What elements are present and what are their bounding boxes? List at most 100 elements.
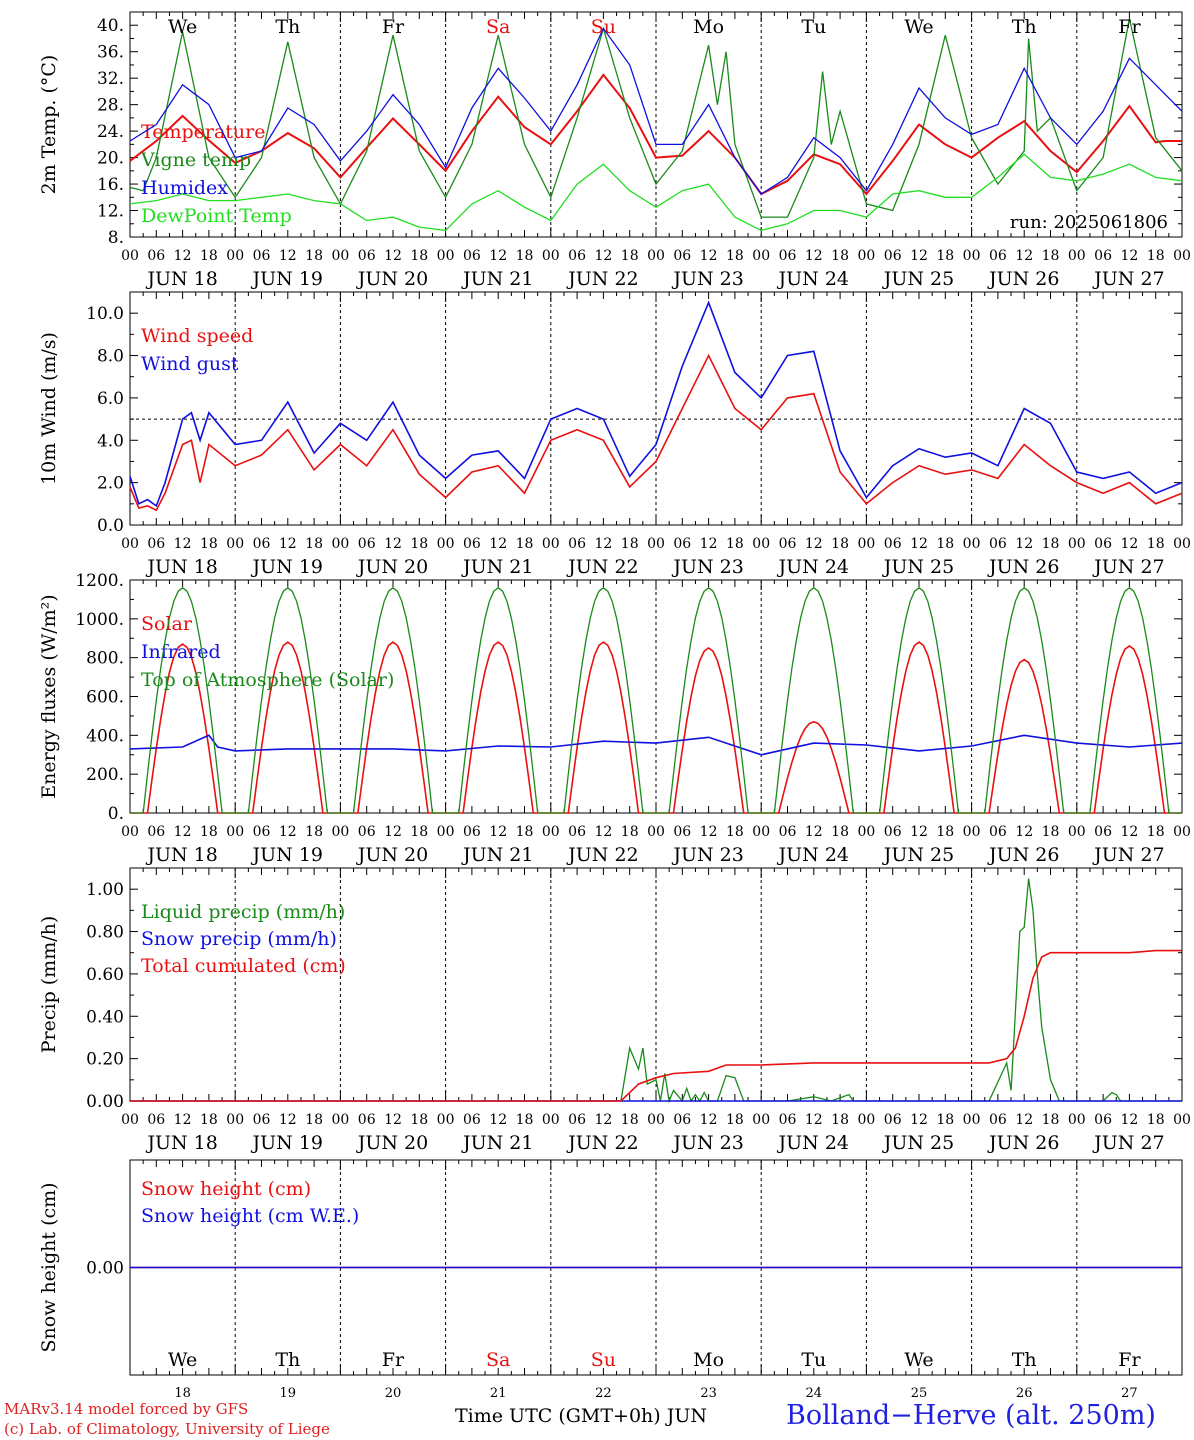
hour-label: 00 [437, 248, 455, 264]
hour-label: 18 [726, 824, 744, 840]
hour-label: 00 [331, 536, 349, 552]
hour-label: 06 [1094, 1112, 1112, 1128]
hour-label: 18 [936, 824, 954, 840]
y-tick-label: 6.0 [97, 389, 124, 409]
hour-label: 00 [121, 1112, 139, 1128]
date-label: JUN 19 [251, 844, 323, 866]
date-label: JUN 18 [145, 1132, 217, 1154]
date-label: JUN 20 [356, 556, 428, 578]
hour-label: 00 [542, 1112, 560, 1128]
hour-label: 18 [305, 824, 323, 840]
hour-label: 06 [1094, 824, 1112, 840]
hour-label: 12 [174, 248, 192, 264]
hour-label: 00 [437, 824, 455, 840]
date-label: JUN 25 [882, 556, 954, 578]
hour-label: 00 [1068, 1112, 1086, 1128]
date-label: JUN 22 [566, 268, 638, 290]
hour-label: 06 [358, 824, 376, 840]
hour-label: 06 [989, 824, 1007, 840]
date-label: JUN 25 [882, 268, 954, 290]
y-tick-label: 1000. [75, 610, 124, 630]
y-tick-label: 1.00 [86, 880, 124, 900]
date-label: JUN 18 [145, 268, 217, 290]
y-tick-label: 0.40 [86, 1007, 124, 1027]
day-name: Sa [486, 16, 510, 38]
legend-entry: Total cumulated (cm) [141, 955, 346, 977]
hour-label: 00 [963, 536, 981, 552]
day-number: 23 [700, 1386, 717, 1400]
day-name: Su [591, 1349, 616, 1371]
series-line-vigne-temp [129, 18, 1183, 218]
day-name: Th [1012, 1349, 1037, 1371]
hour-label: 12 [1015, 248, 1033, 264]
hour-label: 12 [805, 536, 823, 552]
hour-label: 12 [910, 824, 928, 840]
hour-label: 06 [1094, 536, 1112, 552]
series-line-temperature [129, 73, 1182, 196]
hour-label: 18 [1147, 1112, 1165, 1128]
hour-label: 18 [726, 1112, 744, 1128]
hour-label: 18 [726, 248, 744, 264]
y-tick-label: 0. [108, 804, 124, 824]
day-name: Mo [693, 1349, 724, 1371]
legend-entry: Top of Atmosphere (Solar) [141, 669, 394, 691]
day-number: 21 [490, 1386, 507, 1400]
y-tick-label: 0.00 [86, 1259, 124, 1279]
date-label: JUN 21 [461, 268, 533, 290]
hour-label: 18 [1147, 248, 1165, 264]
hour-label: 06 [253, 1112, 271, 1128]
hour-label: 06 [673, 248, 691, 264]
y-axis-label: Precip (mm/h) [38, 916, 60, 1054]
hour-label: 18 [200, 248, 218, 264]
y-tick-label: 1200. [75, 571, 124, 591]
date-label: JUN 27 [1092, 1132, 1164, 1154]
date-label: JUN 23 [671, 1132, 743, 1154]
series-line-total-cumulated-cm- [130, 949, 1182, 1102]
hour-label: 06 [673, 536, 691, 552]
hour-label: 18 [936, 536, 954, 552]
hour-label: 00 [647, 1112, 665, 1128]
hour-label: 06 [779, 248, 797, 264]
hour-label: 18 [1042, 536, 1060, 552]
y-tick-label: 36. [97, 43, 124, 63]
hour-label: 12 [384, 1112, 402, 1128]
hour-label: 12 [1015, 1112, 1033, 1128]
hour-label: 18 [831, 1112, 849, 1128]
date-label: JUN 23 [671, 844, 743, 866]
day-name: Su [591, 16, 616, 38]
date-label: JUN 26 [987, 268, 1059, 290]
date-label: JUN 26 [987, 1132, 1059, 1154]
hour-label: 18 [936, 1112, 954, 1128]
date-label: JUN 27 [1092, 844, 1164, 866]
y-tick-label: 12. [97, 202, 124, 222]
hour-label: 06 [884, 1112, 902, 1128]
hour-label: 12 [805, 248, 823, 264]
hour-label: 00 [542, 248, 560, 264]
date-label: JUN 22 [566, 1132, 638, 1154]
hour-label: 06 [568, 1112, 586, 1128]
hour-label: 06 [253, 248, 271, 264]
hour-label: 18 [410, 248, 428, 264]
hour-label: 06 [358, 248, 376, 264]
y-tick-label: 8. [108, 228, 124, 248]
hour-label: 12 [384, 824, 402, 840]
station-label: Bolland−Herve (alt. 250m) [786, 1400, 1156, 1431]
series-line-humidex [129, 27, 1183, 195]
series-line-solar [130, 641, 1182, 814]
hour-label: 12 [594, 248, 612, 264]
panel-temperature: 8. 12. 16. 20. 24. 28. 32. 36. 40. 2m Temp. (°C) T… [38, 11, 1191, 290]
hour-label: 12 [910, 536, 928, 552]
hour-label: 00 [1068, 824, 1086, 840]
day-name: Fr [382, 16, 405, 38]
series-line-dewpoint-temp [129, 153, 1183, 232]
hour-label: 06 [1094, 248, 1112, 264]
hour-label: 00 [963, 824, 981, 840]
date-label: JUN 25 [882, 1132, 954, 1154]
hour-label: 00 [226, 248, 244, 264]
hour-label: 00 [752, 536, 770, 552]
date-label: JUN 26 [987, 556, 1059, 578]
hour-label: 06 [463, 1112, 481, 1128]
hour-label: 00 [752, 824, 770, 840]
hour-label: 00 [542, 536, 560, 552]
day-number: 19 [280, 1386, 297, 1400]
